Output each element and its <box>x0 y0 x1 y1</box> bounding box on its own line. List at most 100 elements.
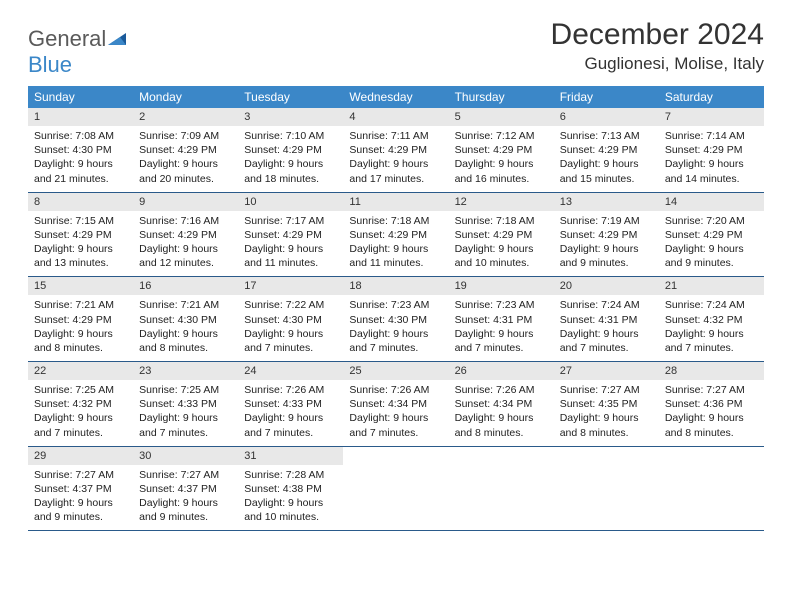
day-content: Sunrise: 7:22 AMSunset: 4:30 PMDaylight:… <box>238 295 343 355</box>
day-number: 26 <box>449 362 554 380</box>
day-cell: .. <box>554 447 659 531</box>
day-cell: 24Sunrise: 7:26 AMSunset: 4:33 PMDayligh… <box>238 362 343 446</box>
day-cell: 12Sunrise: 7:18 AMSunset: 4:29 PMDayligh… <box>449 193 554 277</box>
day-cell: 29Sunrise: 7:27 AMSunset: 4:37 PMDayligh… <box>28 447 133 531</box>
day-content: Sunrise: 7:11 AMSunset: 4:29 PMDaylight:… <box>343 126 448 186</box>
day-content: Sunrise: 7:18 AMSunset: 4:29 PMDaylight:… <box>343 211 448 271</box>
weekday-row: SundayMondayTuesdayWednesdayThursdayFrid… <box>28 86 764 108</box>
day-content: Sunrise: 7:24 AMSunset: 4:32 PMDaylight:… <box>659 295 764 355</box>
day-number: 13 <box>554 193 659 211</box>
day-number: 22 <box>28 362 133 380</box>
day-cell: 21Sunrise: 7:24 AMSunset: 4:32 PMDayligh… <box>659 277 764 361</box>
day-number: 9 <box>133 193 238 211</box>
day-number: 17 <box>238 277 343 295</box>
day-number: 20 <box>554 277 659 295</box>
day-content: Sunrise: 7:27 AMSunset: 4:35 PMDaylight:… <box>554 380 659 440</box>
weekday-thursday: Thursday <box>449 86 554 108</box>
logo: General Blue <box>28 18 128 78</box>
day-cell: 10Sunrise: 7:17 AMSunset: 4:29 PMDayligh… <box>238 193 343 277</box>
day-number: 10 <box>238 193 343 211</box>
day-number: 19 <box>449 277 554 295</box>
day-content: Sunrise: 7:25 AMSunset: 4:33 PMDaylight:… <box>133 380 238 440</box>
day-number: 21 <box>659 277 764 295</box>
day-cell: 6Sunrise: 7:13 AMSunset: 4:29 PMDaylight… <box>554 108 659 192</box>
day-number: 11 <box>343 193 448 211</box>
day-number: 7 <box>659 108 764 126</box>
week-row: 1Sunrise: 7:08 AMSunset: 4:30 PMDaylight… <box>28 108 764 193</box>
day-content: Sunrise: 7:25 AMSunset: 4:32 PMDaylight:… <box>28 380 133 440</box>
day-number: 31 <box>238 447 343 465</box>
week-row: 15Sunrise: 7:21 AMSunset: 4:29 PMDayligh… <box>28 277 764 362</box>
day-number: 8 <box>28 193 133 211</box>
day-number: 29 <box>28 447 133 465</box>
day-number: 4 <box>343 108 448 126</box>
day-content: Sunrise: 7:09 AMSunset: 4:29 PMDaylight:… <box>133 126 238 186</box>
day-cell: 25Sunrise: 7:26 AMSunset: 4:34 PMDayligh… <box>343 362 448 446</box>
day-cell: 15Sunrise: 7:21 AMSunset: 4:29 PMDayligh… <box>28 277 133 361</box>
weekday-sunday: Sunday <box>28 86 133 108</box>
weekday-wednesday: Wednesday <box>343 86 448 108</box>
day-content: Sunrise: 7:17 AMSunset: 4:29 PMDaylight:… <box>238 211 343 271</box>
title-block: December 2024 Guglionesi, Molise, Italy <box>551 18 764 74</box>
day-cell: 22Sunrise: 7:25 AMSunset: 4:32 PMDayligh… <box>28 362 133 446</box>
logo-text-2: Blue <box>28 52 72 77</box>
day-cell: 1Sunrise: 7:08 AMSunset: 4:30 PMDaylight… <box>28 108 133 192</box>
header: General Blue December 2024 Guglionesi, M… <box>28 18 764 78</box>
day-number: 3 <box>238 108 343 126</box>
day-cell: 2Sunrise: 7:09 AMSunset: 4:29 PMDaylight… <box>133 108 238 192</box>
day-cell: 5Sunrise: 7:12 AMSunset: 4:29 PMDaylight… <box>449 108 554 192</box>
day-cell: 17Sunrise: 7:22 AMSunset: 4:30 PMDayligh… <box>238 277 343 361</box>
day-cell: 19Sunrise: 7:23 AMSunset: 4:31 PMDayligh… <box>449 277 554 361</box>
day-number: 16 <box>133 277 238 295</box>
day-content: Sunrise: 7:26 AMSunset: 4:34 PMDaylight:… <box>449 380 554 440</box>
day-content: Sunrise: 7:21 AMSunset: 4:29 PMDaylight:… <box>28 295 133 355</box>
day-content: Sunrise: 7:18 AMSunset: 4:29 PMDaylight:… <box>449 211 554 271</box>
day-number: 5 <box>449 108 554 126</box>
day-content: Sunrise: 7:19 AMSunset: 4:29 PMDaylight:… <box>554 211 659 271</box>
day-content: Sunrise: 7:13 AMSunset: 4:29 PMDaylight:… <box>554 126 659 186</box>
day-content: Sunrise: 7:23 AMSunset: 4:30 PMDaylight:… <box>343 295 448 355</box>
day-number: 28 <box>659 362 764 380</box>
day-cell: 7Sunrise: 7:14 AMSunset: 4:29 PMDaylight… <box>659 108 764 192</box>
day-content: Sunrise: 7:26 AMSunset: 4:34 PMDaylight:… <box>343 380 448 440</box>
day-content: Sunrise: 7:08 AMSunset: 4:30 PMDaylight:… <box>28 126 133 186</box>
day-cell: 8Sunrise: 7:15 AMSunset: 4:29 PMDaylight… <box>28 193 133 277</box>
day-cell: 28Sunrise: 7:27 AMSunset: 4:36 PMDayligh… <box>659 362 764 446</box>
day-cell: 23Sunrise: 7:25 AMSunset: 4:33 PMDayligh… <box>133 362 238 446</box>
day-content: Sunrise: 7:14 AMSunset: 4:29 PMDaylight:… <box>659 126 764 186</box>
week-row: 8Sunrise: 7:15 AMSunset: 4:29 PMDaylight… <box>28 193 764 278</box>
day-content: Sunrise: 7:10 AMSunset: 4:29 PMDaylight:… <box>238 126 343 186</box>
logo-text-1: General <box>28 26 106 51</box>
day-number: 23 <box>133 362 238 380</box>
day-cell: 13Sunrise: 7:19 AMSunset: 4:29 PMDayligh… <box>554 193 659 277</box>
day-content: Sunrise: 7:15 AMSunset: 4:29 PMDaylight:… <box>28 211 133 271</box>
day-number: 30 <box>133 447 238 465</box>
day-content: Sunrise: 7:21 AMSunset: 4:30 PMDaylight:… <box>133 295 238 355</box>
logo-triangle-icon <box>106 31 128 47</box>
month-title: December 2024 <box>551 18 764 52</box>
weekday-tuesday: Tuesday <box>238 86 343 108</box>
day-content: Sunrise: 7:20 AMSunset: 4:29 PMDaylight:… <box>659 211 764 271</box>
week-row: 22Sunrise: 7:25 AMSunset: 4:32 PMDayligh… <box>28 362 764 447</box>
day-cell: 26Sunrise: 7:26 AMSunset: 4:34 PMDayligh… <box>449 362 554 446</box>
day-cell: 11Sunrise: 7:18 AMSunset: 4:29 PMDayligh… <box>343 193 448 277</box>
day-cell: 3Sunrise: 7:10 AMSunset: 4:29 PMDaylight… <box>238 108 343 192</box>
calendar: SundayMondayTuesdayWednesdayThursdayFrid… <box>28 86 764 531</box>
day-number: 6 <box>554 108 659 126</box>
day-number: 18 <box>343 277 448 295</box>
day-number: 1 <box>28 108 133 126</box>
day-content: Sunrise: 7:27 AMSunset: 4:36 PMDaylight:… <box>659 380 764 440</box>
day-content: Sunrise: 7:23 AMSunset: 4:31 PMDaylight:… <box>449 295 554 355</box>
location: Guglionesi, Molise, Italy <box>551 54 764 74</box>
day-number: 15 <box>28 277 133 295</box>
day-content: Sunrise: 7:28 AMSunset: 4:38 PMDaylight:… <box>238 465 343 525</box>
weekday-saturday: Saturday <box>659 86 764 108</box>
day-number: 12 <box>449 193 554 211</box>
day-cell: 14Sunrise: 7:20 AMSunset: 4:29 PMDayligh… <box>659 193 764 277</box>
weekday-friday: Friday <box>554 86 659 108</box>
day-number: 24 <box>238 362 343 380</box>
day-cell: .. <box>659 447 764 531</box>
day-number: 27 <box>554 362 659 380</box>
day-cell: 9Sunrise: 7:16 AMSunset: 4:29 PMDaylight… <box>133 193 238 277</box>
day-cell: 20Sunrise: 7:24 AMSunset: 4:31 PMDayligh… <box>554 277 659 361</box>
